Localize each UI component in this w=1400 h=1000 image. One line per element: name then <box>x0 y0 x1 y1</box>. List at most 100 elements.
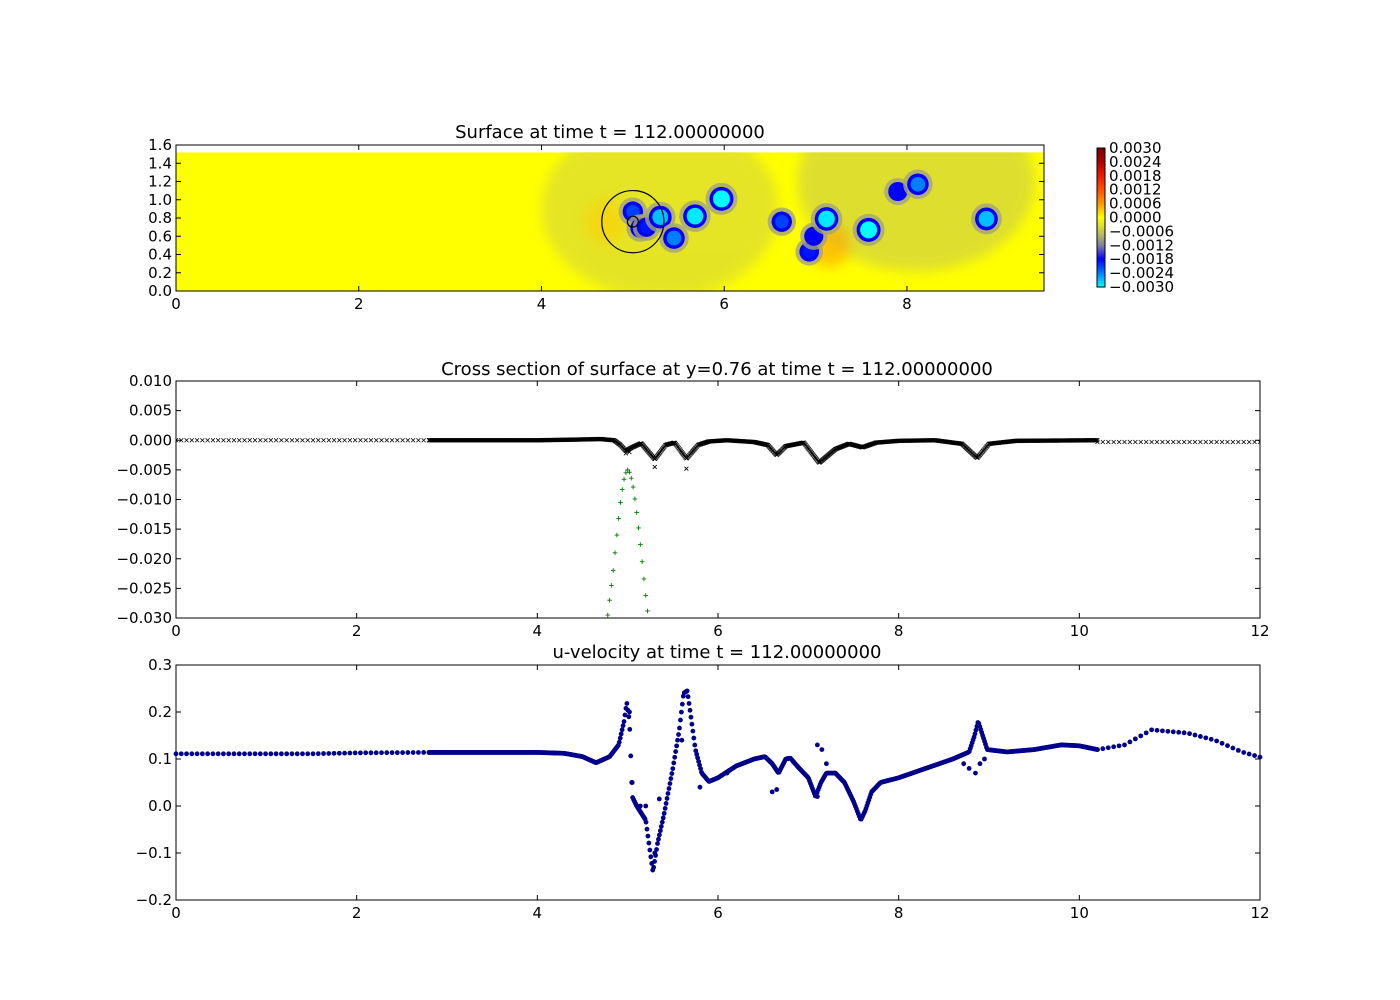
cross-section-point <box>178 437 184 443</box>
cross-section-point <box>405 437 411 443</box>
u-velocity-point <box>671 760 677 766</box>
cross-section-point <box>1241 439 1247 445</box>
cross-section-point <box>326 437 332 443</box>
surface-ytick-label: 1.0 <box>148 191 172 209</box>
u-velocity-xtick-label: 12 <box>1250 904 1269 922</box>
cross-section-point <box>258 437 263 443</box>
u-velocity-point <box>691 735 697 741</box>
gaussian-point <box>619 487 625 492</box>
u-velocity-xtick-label: 0 <box>171 904 181 922</box>
u-velocity-point <box>973 727 979 733</box>
u-velocity-ytick-label: −0.1 <box>136 844 172 862</box>
u-velocity-point <box>352 750 358 756</box>
surface-xtick-label: 6 <box>719 295 729 313</box>
u-velocity-point <box>189 751 195 757</box>
u-velocity-point <box>199 751 205 757</box>
u-velocity-point <box>679 701 685 707</box>
u-velocity-point <box>973 770 978 776</box>
u-velocity-point <box>646 840 652 846</box>
u-velocity-point <box>1208 736 1214 742</box>
cross-section-point <box>200 437 205 443</box>
u-velocity-point <box>621 719 627 724</box>
cross-section-point <box>352 437 358 443</box>
cross-section-xtick-label: 10 <box>1070 622 1089 640</box>
u-velocity-point <box>679 737 685 743</box>
u-velocity-point <box>656 836 661 842</box>
cross-section-xtick-label: 8 <box>894 622 904 640</box>
u-velocity-point <box>626 714 632 720</box>
cross-section-point <box>1219 439 1225 445</box>
cross-section-point <box>358 437 363 443</box>
cross-section-point <box>1225 439 1230 445</box>
surface-colorbar: 0.00300.00240.00180.00120.00060.0000−0.0… <box>1096 139 1174 296</box>
u-velocity-point <box>373 750 379 756</box>
cross-section-point <box>1116 439 1122 445</box>
u-velocity-point <box>1203 735 1209 741</box>
cross-section-point <box>342 437 347 443</box>
surface-xtick-label: 2 <box>354 295 364 313</box>
u-velocity-point <box>819 747 825 752</box>
cross-section-point <box>236 437 242 443</box>
u-velocity-xtick-label: 4 <box>533 904 543 922</box>
u-velocity-point <box>252 751 258 757</box>
cross-section-point <box>242 437 247 443</box>
surface-depression-core <box>686 207 704 225</box>
cross-section-point <box>289 437 295 443</box>
u-velocity-point <box>342 750 348 756</box>
u-velocity-point <box>310 751 316 757</box>
u-velocity-point <box>268 751 274 757</box>
u-velocity-point <box>687 707 693 713</box>
cross-section-point <box>1252 439 1257 445</box>
u-velocity-point <box>644 826 650 832</box>
u-velocity-point <box>226 751 232 757</box>
cross-section-point <box>1165 439 1171 445</box>
u-velocity-point <box>622 712 628 718</box>
surface-plot: 0 2 4 6 8 0.00.20.40.60.81.01.21.41.6 <box>148 136 1045 313</box>
u-velocity-point <box>657 828 663 834</box>
u-velocity-point <box>663 801 669 806</box>
u-velocity-point <box>173 751 179 757</box>
surface-title: Surface at time t = 112.00000000 <box>455 122 765 143</box>
cross-section-point <box>273 437 279 443</box>
u-velocity-point <box>661 810 667 816</box>
u-velocity-point <box>1214 738 1220 744</box>
cross-section-plot: 0 2 4 6 8 10 12 0.010 0.005 0.000 −0.005 −0.010 −0.0… <box>116 372 1269 640</box>
cross-section-outlier-point <box>623 451 629 456</box>
cross-section-point <box>1246 439 1252 445</box>
u-velocity-point <box>659 819 665 825</box>
colorbar-tick-label: −0.0030 <box>1109 278 1174 296</box>
u-velocity-point <box>724 770 730 776</box>
u-velocity-point <box>1154 727 1160 733</box>
surface-depression-core <box>652 209 669 225</box>
cross-section-point <box>176 437 179 443</box>
u-velocity-point <box>358 750 363 756</box>
surface-depression-core <box>910 176 926 192</box>
surface-ytick-label: 1.4 <box>148 154 172 172</box>
cross-section-ytick-label: 0.005 <box>129 402 172 420</box>
cross-section-point <box>410 437 416 443</box>
u-velocity-ytick-label: 0.0 <box>148 797 172 815</box>
u-velocity-point <box>684 688 690 694</box>
surface-depression-core <box>807 230 820 243</box>
surface-depression-core <box>891 185 904 198</box>
u-velocity-point <box>236 751 242 757</box>
cross-section-point <box>958 441 963 446</box>
u-velocity-ytick-label: 0.2 <box>148 703 172 721</box>
u-velocity-point <box>656 796 662 802</box>
u-velocity-xtick-label: 10 <box>1070 904 1089 922</box>
cross-section-frame <box>175 380 1261 619</box>
cross-section-point <box>184 437 189 443</box>
u-velocity-point <box>662 806 668 811</box>
u-velocity-point <box>1257 754 1263 760</box>
u-velocity-point <box>652 859 658 864</box>
u-velocity-point <box>627 726 633 732</box>
colorbar-tick-label: −0.0012 <box>1109 236 1174 254</box>
gaussian-point <box>612 550 618 556</box>
u-velocity-point <box>1192 732 1198 738</box>
gaussian-point <box>609 583 614 588</box>
colorbar-tick-label: 0.0018 <box>1109 167 1162 185</box>
cross-section-point <box>1257 439 1260 445</box>
cross-section-point <box>395 437 400 443</box>
gaussian-point <box>636 525 641 531</box>
